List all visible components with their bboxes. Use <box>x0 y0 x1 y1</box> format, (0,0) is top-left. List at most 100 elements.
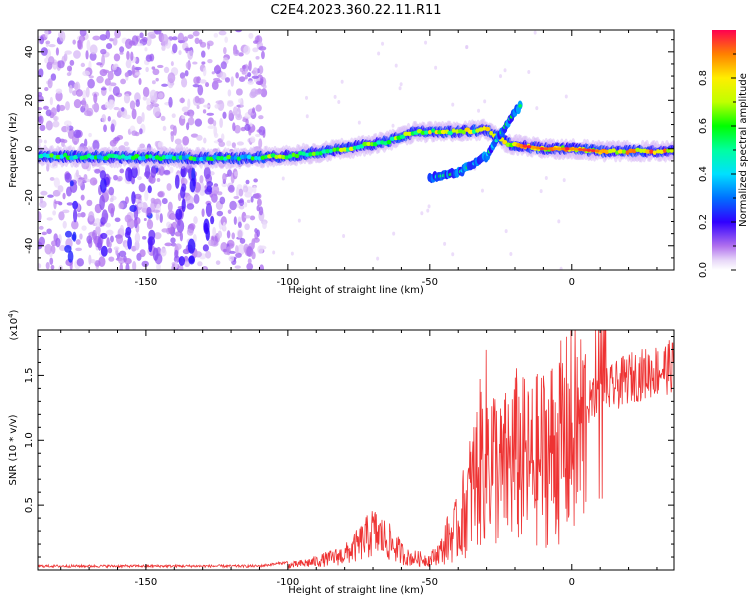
spectrogram-noise-cell <box>73 129 82 139</box>
spectrogram-ridge-core <box>352 145 358 151</box>
spectrogram-noise-cell <box>55 47 59 56</box>
spectrogram-noise-cell <box>146 206 152 216</box>
spectrogram-ridge-core <box>420 130 426 136</box>
spectrogram-noise-cell <box>214 104 220 109</box>
x-tick-label: -100 <box>277 577 300 588</box>
spectrogram-noise-cell <box>228 184 235 193</box>
spectrogram-noise-cell <box>199 174 204 184</box>
spectrogram-ridge-core <box>424 130 429 135</box>
spectrogram-noise-cell <box>211 193 218 203</box>
spectrogram-noise-cell <box>50 73 57 81</box>
spectrogram-noise-cell <box>198 97 205 104</box>
spectrogram-noise-cell <box>79 30 87 37</box>
spectrogram-noise-cell <box>40 190 48 196</box>
spectrogram-noise-cell <box>224 77 231 83</box>
spectrogram-noise-cell <box>173 125 177 136</box>
spectrogram-noise-cell <box>119 168 125 174</box>
spectrogram-noise-cell <box>39 124 46 132</box>
spectrogram-noise-cell <box>235 113 243 121</box>
spectrogram-noise-cell <box>53 177 60 188</box>
spectrogram-noise-cell <box>234 265 241 269</box>
spectrogram-noise-cell <box>89 177 98 186</box>
spectrogram-noise-cell <box>223 46 227 55</box>
spectrogram-noise-cell <box>44 30 49 38</box>
spectrogram-noise-cell <box>211 80 219 91</box>
spectrogram-noise-cell <box>392 231 396 236</box>
spectrogram-noise-cell <box>49 257 54 265</box>
spectrogram-noise-cell <box>67 250 74 263</box>
spectrogram-noise-cell <box>243 45 251 55</box>
spectrogram-ridge-core <box>280 154 286 160</box>
spectrogram-noise-cell <box>45 109 52 117</box>
spectrogram-ridge-peak <box>603 149 609 153</box>
spectrogram-ridge-core <box>611 148 617 153</box>
spectrogram-noise-cell <box>49 96 53 106</box>
spectrogram-noise-cell <box>193 216 198 225</box>
spectrogram-noise-cell <box>83 110 92 117</box>
spectrogram-noise-cell <box>203 104 211 108</box>
spectrogram-noise-cell <box>218 141 226 147</box>
spectrogram-ridge-core <box>257 156 262 161</box>
spectrogram-noise-cell <box>219 196 226 205</box>
spectrogram-noise-cell <box>145 54 153 62</box>
spectrogram-ridge-core <box>489 131 494 136</box>
spectrogram-ridge-core <box>250 156 255 161</box>
spectrogram-ridge-core <box>341 147 348 152</box>
spectrogram-noise-cell <box>533 30 537 35</box>
spectrogram-noise-cell <box>337 100 341 105</box>
spectrogram-ridge-core <box>89 155 96 160</box>
spectrogram-noise-cell <box>232 122 236 132</box>
spectrogram-noise-cell <box>109 197 114 203</box>
spectrogram-noise-cell <box>251 75 259 79</box>
spectrogram-noise-cell <box>224 36 229 43</box>
spectrogram-noise-cell <box>99 34 108 41</box>
spectrogram-noise-cell <box>44 57 50 64</box>
spectrogram-ridge-core <box>451 128 456 133</box>
spectrogram-noise-cell <box>238 205 245 210</box>
spectrogram-noise-cell <box>108 82 117 87</box>
spectrogram-noise-cell <box>192 61 198 65</box>
spectrogram-noise-cell <box>259 264 265 270</box>
spectrogram-noise-cell <box>152 247 159 261</box>
spectrogram-noise-cell <box>255 80 264 85</box>
spectrogram-noise-cell <box>113 53 121 62</box>
spectrogram-noise-cell <box>244 74 248 80</box>
spectrogram-ridge-peak <box>539 146 545 151</box>
spectrogram-x-label: Height of straight line (km) <box>288 285 424 296</box>
spectrogram-noise-cell <box>174 243 182 251</box>
spectrogram-noise-cell <box>97 236 103 251</box>
spectrogram-branch-core <box>518 104 522 108</box>
spectrogram-noise-cell <box>105 30 111 40</box>
spectrogram-ridge-core <box>233 155 238 160</box>
spectrogram-noise-cell <box>480 188 484 193</box>
spectrogram-ridge-core <box>216 155 221 161</box>
spectrogram-noise-cell <box>89 52 97 61</box>
spectrogram-noise-cell <box>88 254 92 265</box>
spectrogram-noise-cell <box>53 199 57 210</box>
spectrogram-noise-cell <box>260 88 268 98</box>
spectrogram-noise-cell <box>131 166 138 179</box>
spectrogram-noise-cell <box>93 93 98 104</box>
chart-title: C2E4.2023.360.22.11.R11 <box>270 3 441 18</box>
colorbar-gradient <box>712 30 736 270</box>
spectrogram-noise-cell <box>217 230 222 239</box>
spectrogram-noise-cell <box>166 221 172 229</box>
spectrogram-noise-cell <box>111 64 117 71</box>
spectrogram-noise-cell <box>223 248 227 253</box>
spectrogram-noise-cell <box>154 232 162 240</box>
spectrogram-ridge-core <box>666 148 671 153</box>
spectrogram-noise-cell <box>77 178 83 187</box>
spectrogram-noise-cell <box>207 43 211 50</box>
spectrogram-noise-cell <box>45 120 53 131</box>
spectrogram-noise-cell <box>108 186 115 196</box>
spectrogram-ridge-core <box>329 148 333 154</box>
spectrogram-noise-cell <box>87 78 95 89</box>
spectrogram-noise-cell <box>172 43 178 54</box>
spectrogram-noise-cell <box>527 69 531 74</box>
spectrogram-noise-cell <box>77 39 82 50</box>
spectrogram-noise-cell <box>236 141 244 146</box>
spectrogram-noise-cell <box>123 93 131 104</box>
spectrogram-noise-cell <box>238 198 245 207</box>
spectrogram-noise-cell <box>72 90 77 96</box>
spectrogram-noise-cell <box>185 61 192 70</box>
